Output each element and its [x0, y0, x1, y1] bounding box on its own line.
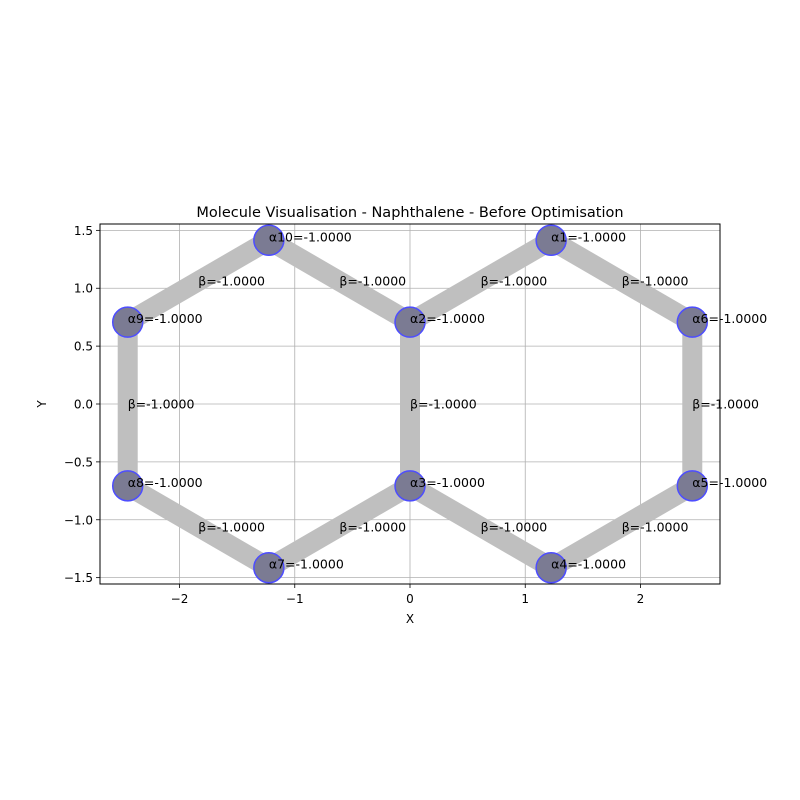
bond-label: β=-1.0000: [622, 274, 689, 289]
atom-label: α9=-1.0000: [128, 311, 203, 326]
bond-label: β=-1.0000: [198, 519, 265, 534]
atom-point: [394, 470, 426, 502]
atom-point: [676, 306, 709, 338]
atom-label: α4=-1.0000: [551, 557, 626, 572]
y-tick-label: 1.0: [74, 282, 93, 296]
atom-label: α10=-1.0000: [269, 229, 352, 244]
y-tick-label: 0.0: [74, 398, 93, 412]
atom-point: [535, 551, 567, 584]
bond-label: β=-1.0000: [410, 397, 477, 412]
chart-title: Molecule Visualisation - Naphthalene - B…: [196, 205, 623, 221]
atom-label: α8=-1.0000: [128, 475, 203, 490]
atom-point: [253, 551, 285, 584]
bond-line: [404, 231, 557, 331]
bond-label: β=-1.0000: [198, 274, 265, 289]
x-tick-label: −2: [171, 592, 189, 606]
y-tick-label: 0.5: [74, 340, 93, 354]
atom-point: [111, 470, 144, 502]
bond-label: β=-1.0000: [481, 519, 548, 534]
atom-label: α6=-1.0000: [692, 311, 767, 326]
bonds: [117, 231, 703, 577]
bond-line: [122, 231, 274, 331]
atom-label: α2=-1.0000: [410, 311, 485, 326]
bond-label: β=-1.0000: [481, 274, 548, 289]
x-tick-label: −1: [286, 592, 304, 606]
bond-label: β=-1.0000: [622, 519, 689, 534]
atom-labels: α1=-1.0000 α2=-1.0000 α3=-1.0000 α4=-1.0000…: [128, 229, 768, 571]
atom-point: [394, 306, 426, 338]
atom-label: α5=-1.0000: [692, 475, 767, 490]
y-axis-label: Y: [35, 400, 49, 409]
x-tick-label: 0: [406, 592, 414, 606]
bond-labels: β=-1.0000 β=-1.0000 β=-1.0000 β=-1.0000 β=-1…: [128, 274, 759, 535]
bond-label: β=-1.0000: [339, 519, 406, 534]
bond-line: [122, 477, 274, 577]
atom-label: α1=-1.0000: [551, 229, 626, 244]
atom-point: [111, 306, 144, 338]
bond-label: β=-1.0000: [339, 274, 406, 289]
x-tick-label: 2: [637, 592, 645, 606]
y-tick-label: −1.0: [64, 513, 93, 527]
atom-point: [676, 470, 709, 502]
y-tick-label: 1.5: [74, 224, 93, 238]
x-axis-label: X: [406, 612, 414, 626]
bond-line: [546, 477, 698, 577]
bond-line: [263, 477, 416, 577]
x-tick-label: 1: [521, 592, 529, 606]
atom-label: α7=-1.0000: [269, 557, 344, 572]
y-tick-label: −1.5: [64, 571, 93, 585]
bond-line: [546, 231, 698, 331]
y-tick-label: −0.5: [64, 455, 93, 469]
bond-line: [404, 477, 557, 577]
atom-point: [253, 224, 285, 257]
bond-label: β=-1.0000: [692, 397, 759, 412]
bond-label: β=-1.0000: [128, 397, 195, 412]
atom-point: [535, 224, 567, 257]
axis-ticks: −2 −1 0 1 2 −1.5 −1.0 −0.5 0.0 0.5 1.0 1.5: [64, 224, 644, 606]
atoms: [111, 224, 709, 584]
atom-label: α3=-1.0000: [410, 475, 485, 490]
bond-line: [263, 231, 416, 331]
